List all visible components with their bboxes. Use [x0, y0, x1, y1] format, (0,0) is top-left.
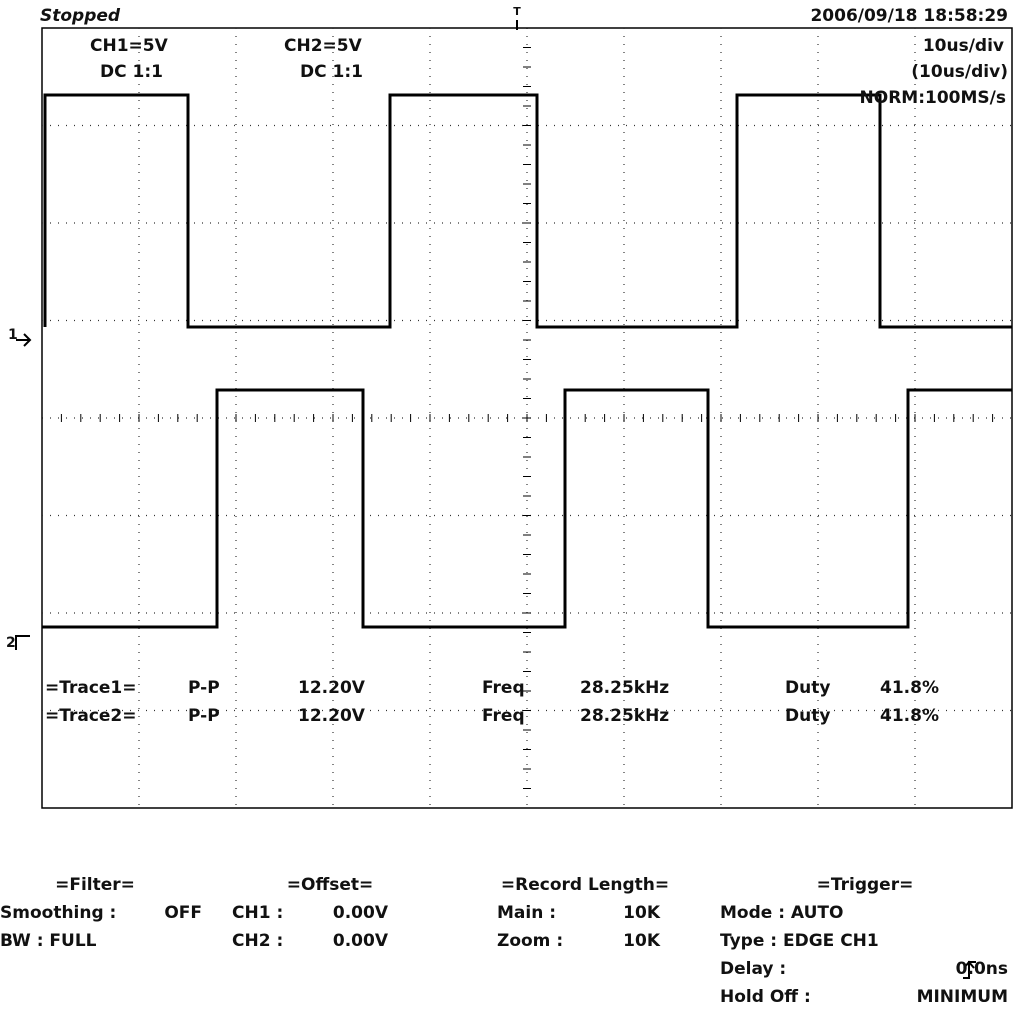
settings-label: Zoom :: [497, 931, 563, 951]
ch1-marker: 1: [8, 327, 18, 343]
settings-label: Delay :: [720, 959, 786, 979]
ch1-coupling: DC 1:1: [100, 62, 163, 82]
ch2-scale: CH2=5V: [284, 36, 363, 56]
trace-2: [42, 388, 1012, 629]
trace-1: [43, 93, 1012, 329]
measurement: P-P: [188, 706, 220, 726]
measurement: P-P: [188, 678, 220, 698]
measurement: 28.25kHz: [580, 678, 669, 698]
graticule: [41, 27, 1013, 809]
settings-label: Main :: [497, 903, 556, 923]
measurement: Duty: [785, 706, 830, 726]
timebase-zoom: (10us/div): [911, 62, 1008, 82]
ch1-ground-arrow: [16, 333, 32, 347]
settings-title: =Record Length=: [501, 875, 669, 895]
ch1-scale: CH1=5V: [90, 36, 169, 56]
settings-value: 10K: [623, 903, 661, 923]
settings-title: =Filter=: [55, 875, 135, 895]
measurement: Duty: [785, 678, 830, 698]
timebase-main: 10us/div: [923, 36, 1004, 56]
edge-icon: [963, 960, 976, 979]
ch2-coupling: DC 1:1: [300, 62, 363, 82]
settings-label: Smoothing :: [0, 903, 116, 923]
measurement: 12.20V: [298, 706, 366, 726]
settings-value: MINIMUM: [917, 987, 1008, 1007]
settings-label: Type : EDGE CH1: [720, 931, 879, 951]
trigger-marker: T: [513, 5, 521, 18]
measurement: 28.25kHz: [580, 706, 669, 726]
status: Stopped: [40, 6, 121, 26]
settings-label: Mode : AUTO: [720, 903, 843, 923]
measurement: =Trace2=: [45, 706, 137, 726]
settings-value: 0.0ns: [956, 959, 1008, 979]
measurement: =Trace1=: [45, 678, 137, 698]
measurement: Freq: [482, 678, 525, 698]
settings-value: 0.00V: [333, 903, 389, 923]
measurement: 41.8%: [880, 678, 939, 698]
settings-title: =Offset=: [287, 875, 374, 895]
ch2-ground-symbol: [15, 635, 30, 650]
settings-value: 0.00V: [333, 931, 389, 951]
acquisition-mode: NORM:100MS/s: [860, 88, 1006, 108]
settings-title: =Trigger=: [817, 875, 914, 895]
settings-label: Hold Off :: [720, 987, 811, 1007]
settings-label: BW : FULL: [0, 931, 97, 951]
settings-label: CH2 :: [232, 931, 283, 951]
datetime: 2006/09/18 18:58:29: [810, 6, 1008, 26]
settings-label: CH1 :: [232, 903, 283, 923]
measurement: 12.20V: [298, 678, 366, 698]
measurement: 41.8%: [880, 706, 939, 726]
measurement: Freq: [482, 706, 525, 726]
ch2-marker: 2: [6, 635, 16, 651]
settings-value: 10K: [623, 931, 661, 951]
settings-value: OFF: [164, 903, 202, 923]
